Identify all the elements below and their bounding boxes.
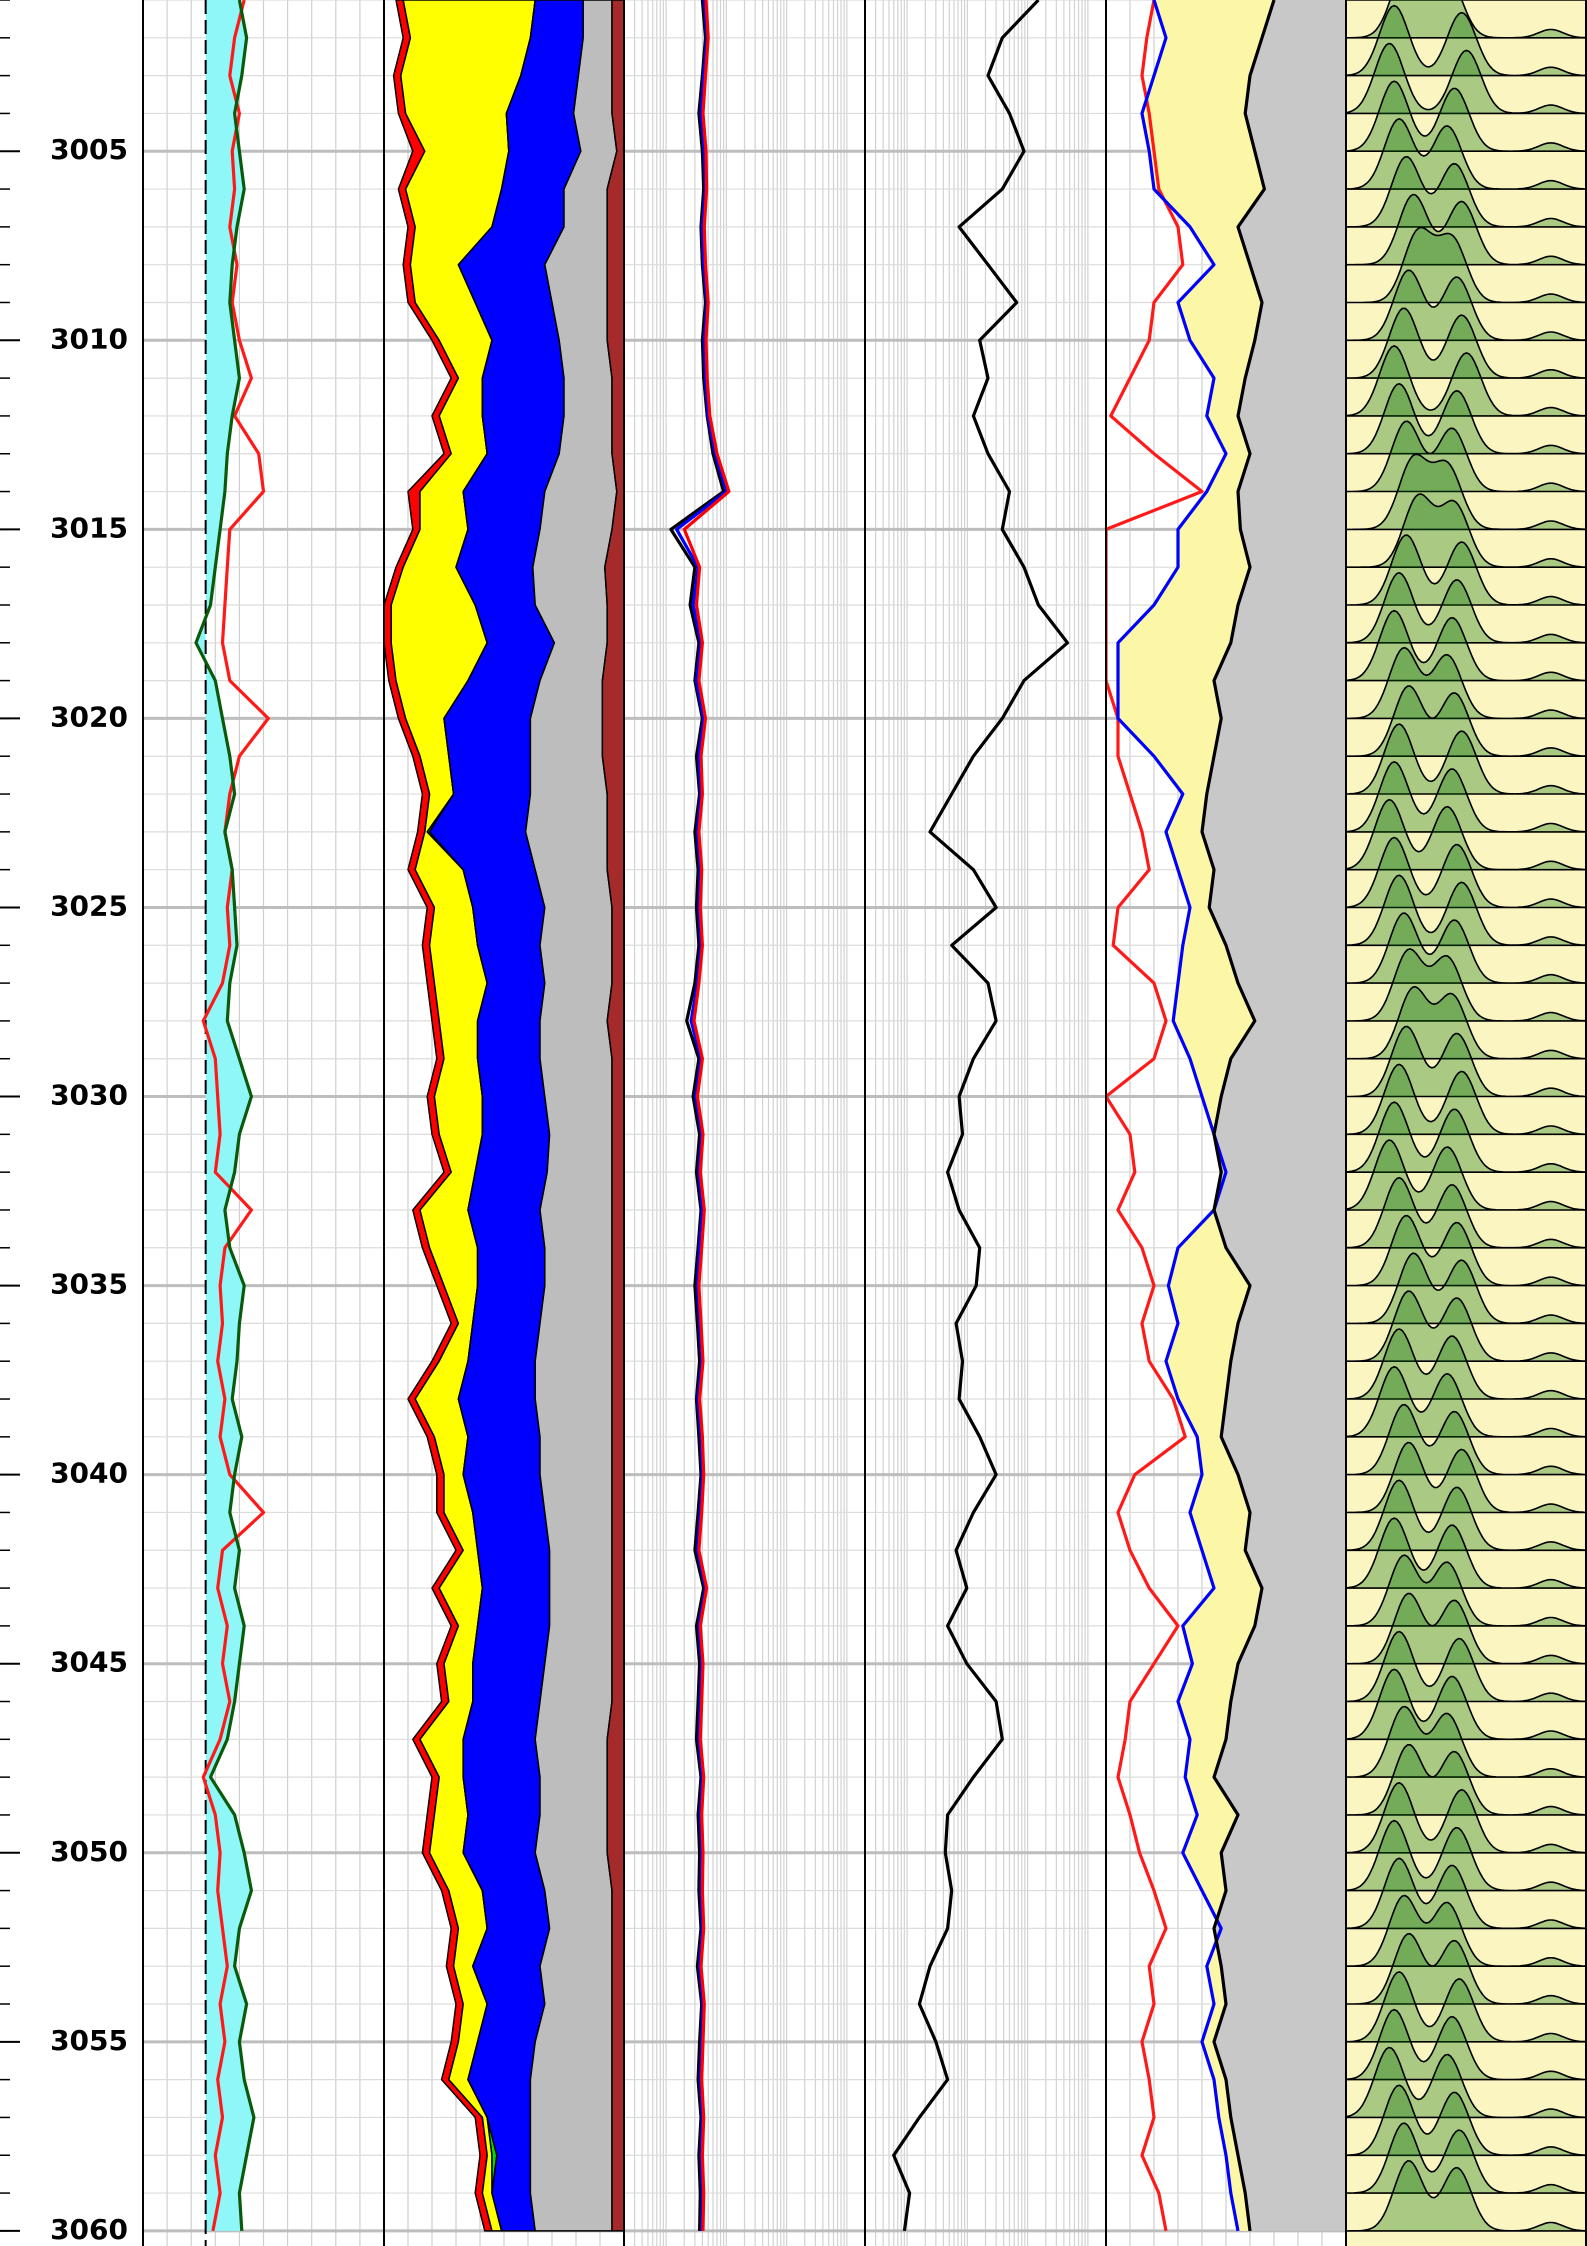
waveform: [1346, 226, 1587, 304]
waveform: [1346, 1101, 1587, 1173]
depth-label: 3015: [50, 511, 128, 544]
waveform: [1346, 986, 1587, 1060]
waveform: [1346, 534, 1587, 606]
waveform: [1346, 1782, 1587, 1854]
waveform: [1346, 874, 1587, 947]
waveform: [1346, 1630, 1587, 1703]
waveform: [1346, 798, 1587, 871]
waveform: [1346, 646, 1587, 720]
waveform: [1346, 1894, 1587, 1967]
waveform: [1346, 118, 1587, 190]
waveform: [1346, 948, 1587, 1022]
waveform: [1346, 1971, 1587, 2043]
stacked-area: [601, 0, 624, 2232]
waveform: [1346, 572, 1587, 644]
waveform: [1346, 723, 1587, 795]
log-curve: [1116, 0, 1240, 2232]
waveform: [1346, 1252, 1587, 1325]
log-curve: [1106, 0, 1204, 2232]
waveform: [1346, 2160, 1587, 2232]
waveform: [1346, 307, 1587, 379]
log-curve: [194, 0, 256, 2232]
waveform: [1346, 4, 1587, 77]
waveform: [1346, 80, 1587, 152]
waveform: [1346, 685, 1587, 757]
track: [624, 0, 865, 2246]
track: [384, 0, 624, 2246]
log-curve: [682, 0, 731, 2231]
log-curve: [669, 0, 726, 2231]
waveform: [1346, 1366, 1587, 1438]
track: [143, 0, 384, 2246]
track: [1346, 0, 1587, 2246]
waveform: [1346, 1554, 1587, 1627]
waveform: [1346, 2046, 1587, 2119]
waveform: [1346, 345, 1587, 417]
waveform: [1346, 269, 1587, 342]
cutoff-fill: [196, 0, 254, 2231]
waveform: [1346, 1668, 1587, 1741]
log-curve: [1200, 0, 1276, 2232]
track-background: [1346, 0, 1587, 2246]
depth-label: 3055: [50, 2024, 128, 2057]
waveform: [1346, 912, 1587, 984]
depth-label: 3035: [50, 1268, 128, 1301]
depth-label: 3040: [50, 1457, 128, 1490]
waveform: [1346, 2084, 1587, 2157]
waveform: [1346, 1403, 1587, 1476]
waveform: [1346, 1176, 1587, 1249]
waveform: [1346, 609, 1587, 682]
waveform: [1346, 761, 1587, 833]
waveform: [1346, 1517, 1587, 1589]
waveform: [1346, 1328, 1587, 1400]
waveform: [1346, 453, 1587, 531]
depth-label: 3050: [50, 1835, 128, 1868]
waveform: [1346, 1744, 1587, 1816]
waveform: [1346, 42, 1587, 115]
track: [1106, 0, 1346, 2246]
waveform: [1346, 1857, 1587, 1930]
waveform: [1346, 193, 1587, 266]
waveform: [1346, 420, 1587, 493]
waveform: [1346, 383, 1587, 455]
depth-label: 3005: [50, 133, 128, 166]
track: [865, 0, 1106, 2246]
waveform: [1346, 1063, 1587, 1136]
waveform: [1346, 493, 1587, 568]
waveform: [1346, 1933, 1587, 2005]
waveform: [1346, 2122, 1587, 2194]
waveform: [1346, 1441, 1587, 1514]
log-curve: [892, 0, 1070, 2232]
waveform: [1346, 1705, 1587, 1778]
waveform: [1346, 1819, 1587, 1892]
depth-label: 3030: [50, 1079, 128, 1112]
waveform: [1346, 1592, 1587, 1665]
depth-label: 3020: [50, 700, 128, 733]
waveform: [1346, 1139, 1587, 1211]
waveform: [1346, 1290, 1587, 1362]
waveform: [1346, 1214, 1587, 1287]
depth-label: 3045: [50, 1646, 128, 1679]
depth-label: 3025: [50, 889, 128, 922]
waveform: [1346, 2008, 1587, 2081]
depth-label: 3010: [50, 322, 128, 355]
waveform: [1346, 156, 1587, 228]
depth-label: 3060: [50, 2213, 128, 2246]
log-curve: [201, 0, 270, 2232]
waveform: [1346, 1025, 1587, 1098]
waveform: [1346, 1479, 1587, 1552]
curve-fill: [1202, 0, 1346, 2231]
waveform: [1346, 836, 1587, 909]
